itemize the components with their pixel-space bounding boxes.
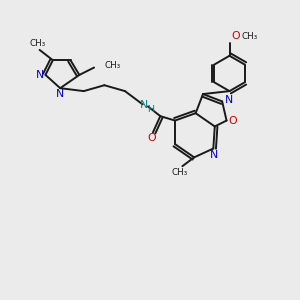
Text: N: N	[224, 95, 233, 105]
Text: N: N	[210, 150, 218, 160]
Text: O: O	[232, 31, 241, 41]
Text: O: O	[147, 133, 156, 142]
Text: O: O	[229, 116, 237, 126]
Text: H: H	[147, 105, 155, 114]
Text: N: N	[56, 89, 64, 99]
Text: N: N	[140, 100, 148, 110]
Text: N: N	[36, 70, 44, 80]
Text: CH₃: CH₃	[30, 40, 46, 49]
Text: CH₃: CH₃	[104, 61, 121, 70]
Text: CH₃: CH₃	[242, 32, 258, 40]
Text: CH₃: CH₃	[172, 168, 188, 177]
